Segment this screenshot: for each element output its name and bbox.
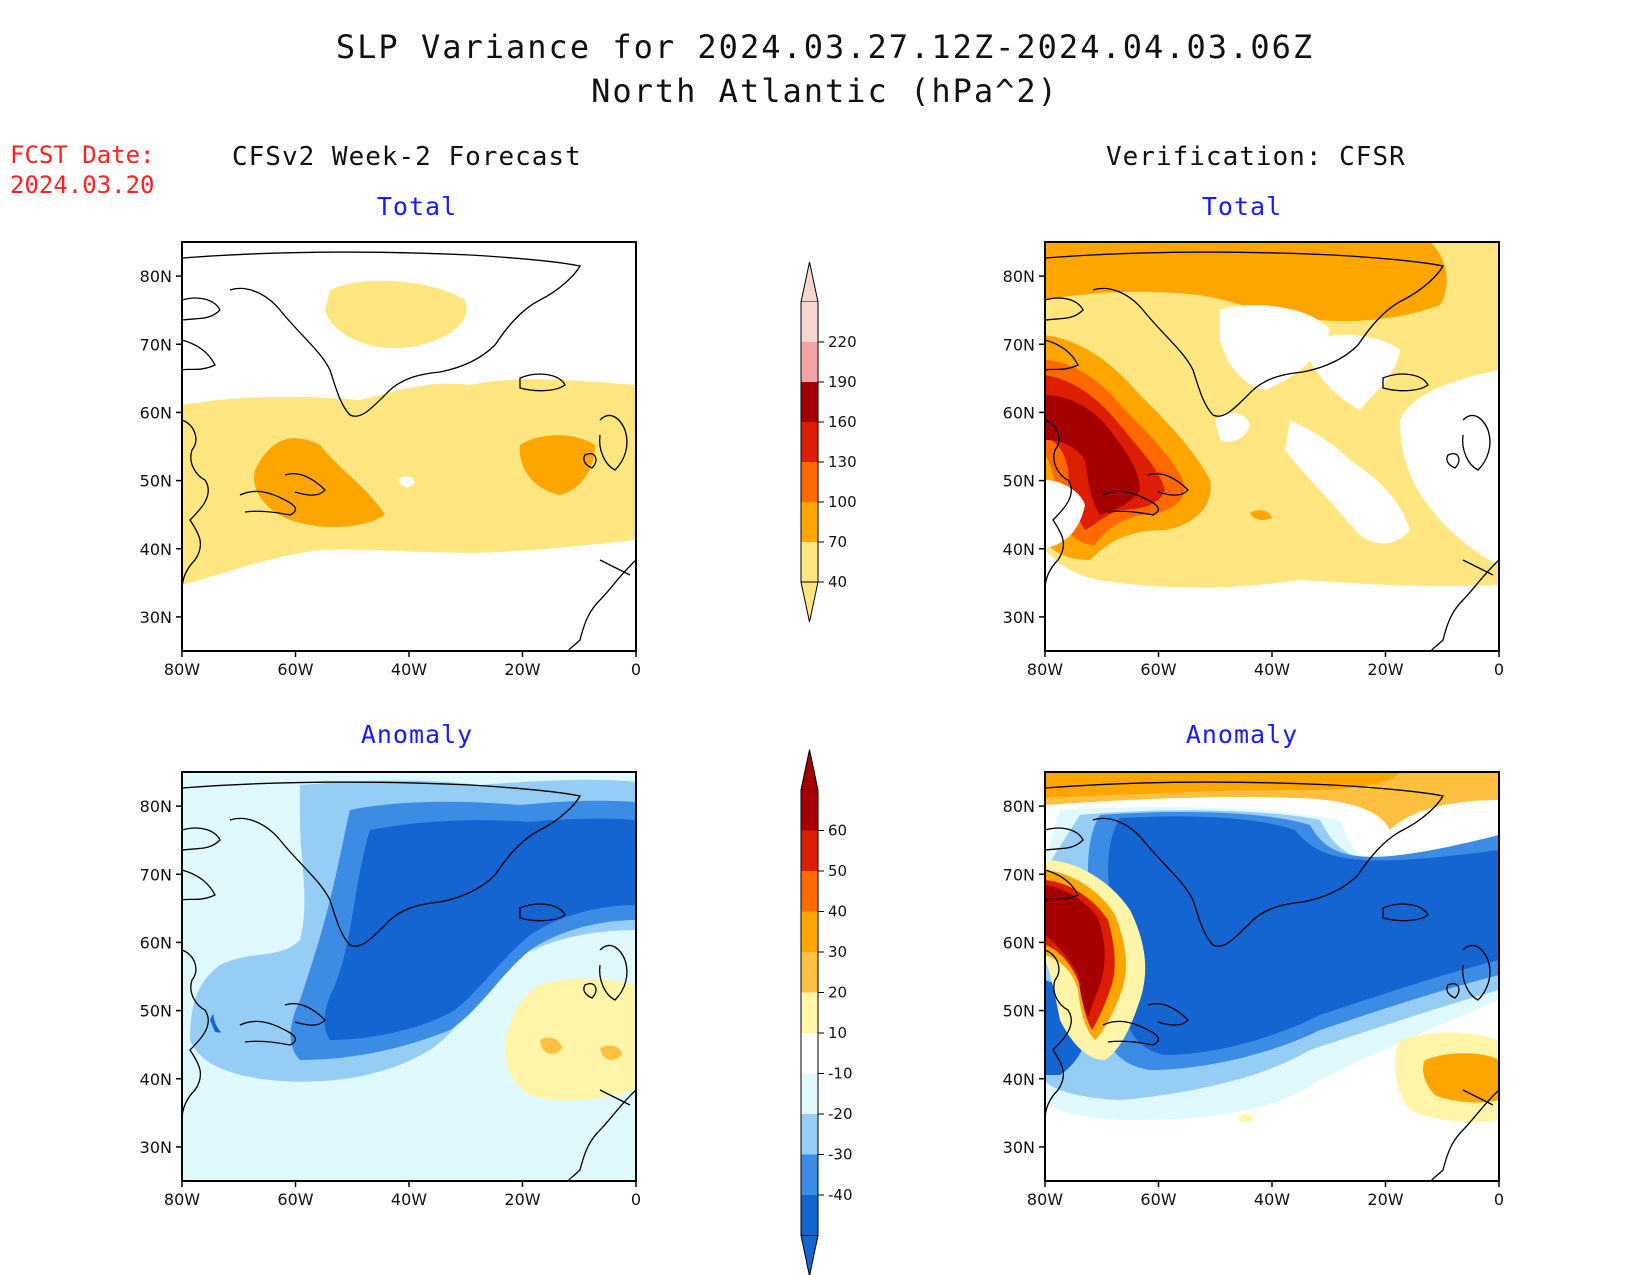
colorbar-label: 160 — [828, 413, 857, 431]
lat-tick-label: 30N — [1003, 608, 1035, 627]
lon-tick-label: 0 — [631, 1190, 641, 1209]
lat-tick-label: 40N — [140, 540, 172, 559]
lon-tick-label: 20W — [1367, 660, 1403, 679]
lon-tick-label: 20W — [504, 1190, 540, 1209]
colorbar-top-arrow — [800, 749, 819, 791]
colorbar-top-arrow — [800, 261, 819, 303]
lat-tick-label: 30N — [140, 608, 172, 627]
fcst-date-block: FCST Date: 2024.03.20 — [10, 140, 155, 200]
lat-tick-label: 80N — [140, 267, 172, 286]
main-title: SLP Variance for 2024.03.27.12Z-2024.04.… — [335, 28, 1315, 66]
colorbar-label: 50 — [828, 862, 847, 880]
lon-tick-label: 20W — [504, 660, 540, 679]
colorbar-swatch — [801, 1073, 818, 1114]
colorbar-swatch — [801, 342, 818, 382]
lat-tick-label: 70N — [1003, 865, 1035, 884]
colorbar-label: 220 — [828, 333, 857, 351]
lat-tick-label: 30N — [1003, 1138, 1035, 1157]
lon-tick-label: 60W — [277, 660, 313, 679]
colorbar-label: 40 — [828, 573, 847, 591]
right-column-title: Verification: CFSR — [1106, 142, 1406, 172]
lat-tick-label: 80N — [1003, 267, 1035, 286]
lat-tick-label: 80N — [140, 797, 172, 816]
panel-bl-title: Anomaly — [360, 720, 474, 749]
lat-tick-label: 70N — [140, 335, 172, 354]
colorbar-label: 30 — [828, 943, 847, 961]
colorbar-label: 190 — [828, 373, 857, 391]
lon-tick-label: 80W — [164, 1190, 200, 1209]
colorbar-bottom-arrow — [800, 1235, 819, 1275]
colorbar-label: 130 — [828, 453, 857, 471]
panel-br-title: Anomaly — [1185, 720, 1299, 749]
lon-tick-label: 40W — [391, 660, 427, 679]
lat-tick-label: 40N — [140, 1070, 172, 1089]
lat-tick-label: 50N — [140, 1002, 172, 1021]
colorbar-swatch — [801, 952, 818, 993]
lat-tick-label: 70N — [1003, 335, 1035, 354]
colorbar-swatch — [801, 1154, 818, 1195]
colorbar-label: 100 — [828, 493, 857, 511]
lat-tick-label: 30N — [140, 1138, 172, 1157]
lat-tick-label: 70N — [140, 865, 172, 884]
colorbar-swatch — [801, 462, 818, 502]
colorbar-label: 20 — [828, 984, 847, 1002]
colorbar-label: -40 — [828, 1186, 853, 1204]
colorbar-swatch — [801, 830, 818, 871]
colorbar-bottom-arrow — [800, 581, 819, 623]
lat-tick-label: 40N — [1003, 540, 1035, 559]
colorbar-swatch — [801, 871, 818, 912]
colorbar-swatch — [801, 790, 818, 831]
colorbar-label: -10 — [828, 1065, 853, 1083]
panel-tr-title: Total — [1201, 192, 1283, 221]
lon-tick-label: 40W — [1254, 1190, 1290, 1209]
lon-tick-label: 80W — [1027, 1190, 1063, 1209]
colorbar-label: -30 — [828, 1146, 853, 1164]
colorbar-label: 70 — [828, 533, 847, 551]
lon-tick-label: 20W — [1367, 1190, 1403, 1209]
colorbar-swatch — [801, 542, 818, 582]
lon-tick-label: 0 — [1494, 660, 1504, 679]
colorbar-label: -20 — [828, 1105, 853, 1123]
lat-tick-label: 60N — [1003, 403, 1035, 422]
colorbar-swatch — [801, 502, 818, 542]
fcst-date-value: 2024.03.20 — [10, 171, 155, 199]
lon-tick-label: 80W — [1027, 660, 1063, 679]
colorbar-swatch — [801, 422, 818, 462]
colorbar-swatch — [801, 1033, 818, 1074]
lon-tick-label: 0 — [1494, 1190, 1504, 1209]
colorbar-label: 60 — [828, 822, 847, 840]
lon-tick-label: 60W — [1140, 1190, 1176, 1209]
colorbar-swatch — [801, 302, 818, 342]
colorbar-swatch — [801, 992, 818, 1033]
fcst-date-label: FCST Date: — [10, 141, 155, 169]
lat-tick-label: 50N — [1003, 1002, 1035, 1021]
lat-tick-label: 40N — [1003, 1070, 1035, 1089]
lat-tick-label: 50N — [1003, 472, 1035, 491]
lat-tick-label: 80N — [1003, 797, 1035, 816]
left-column-title: CFSv2 Week-2 Forecast — [232, 142, 582, 172]
lat-tick-label: 50N — [140, 472, 172, 491]
lon-tick-label: 60W — [1140, 660, 1176, 679]
lon-tick-label: 60W — [277, 1190, 313, 1209]
lon-tick-label: 40W — [391, 1190, 427, 1209]
lon-tick-label: 80W — [164, 660, 200, 679]
colorbar-swatch — [801, 911, 818, 952]
main-subtitle: North Atlantic (hPa^2) — [591, 72, 1059, 110]
colorbar-label: 10 — [828, 1024, 847, 1042]
panel-tl-title: Total — [376, 192, 458, 221]
colorbar-label: 40 — [828, 903, 847, 921]
lat-tick-label: 60N — [140, 403, 172, 422]
colorbar-swatch — [801, 1114, 818, 1155]
colorbar-swatch — [801, 382, 818, 422]
lon-tick-label: 0 — [631, 660, 641, 679]
lat-tick-label: 60N — [140, 933, 172, 952]
lon-tick-label: 40W — [1254, 660, 1290, 679]
colorbar-swatch — [801, 1195, 818, 1236]
lat-tick-label: 60N — [1003, 933, 1035, 952]
